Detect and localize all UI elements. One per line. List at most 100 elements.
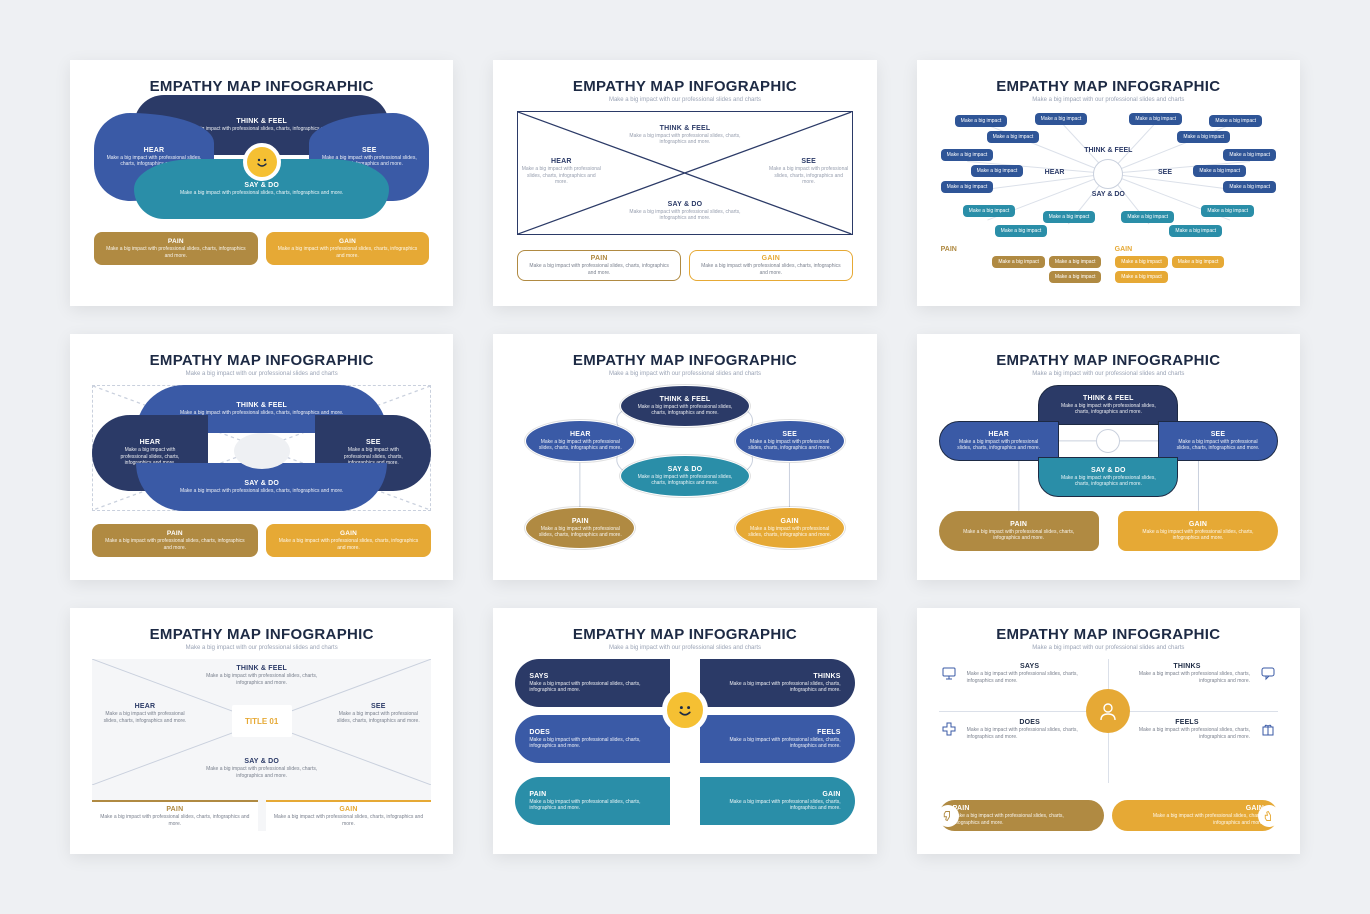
pill: Make a big impact: [1172, 256, 1225, 268]
hear-label: HEAR: [570, 431, 591, 438]
gain-pills: Make a big impactMake a big impact Make …: [1115, 256, 1274, 283]
tf-label: THINK & FEEL: [660, 125, 711, 132]
pain-label: PAIN: [1010, 521, 1027, 528]
pain-desc: Make a big impact with professional slid…: [955, 529, 1083, 542]
pill: Make a big impact: [987, 131, 1040, 143]
slide-2: EMPATHY MAP INFOGRAPHIC Make a big impac…: [493, 60, 876, 306]
sd-label: SAY & DO: [194, 758, 330, 765]
pill: Make a big impact: [1049, 256, 1102, 268]
gain-desc: Make a big impact with professional slid…: [1134, 529, 1262, 542]
see-cell: SEE Make a big impact with professional …: [769, 147, 849, 197]
gain-box: GAIN Make a big impact with professional…: [689, 250, 853, 281]
hear-oval: HEAR Make a big impact with professional…: [525, 420, 635, 462]
thinks-desc: Make a big impact with professional slid…: [1124, 671, 1250, 684]
slide-sub: Make a big impact with our professional …: [933, 97, 1284, 103]
hear-cell: HEAR Make a big impact with professional…: [100, 703, 190, 724]
gain-label: GAIN: [1142, 805, 1264, 812]
thinks-label: THINKS: [1124, 663, 1250, 670]
sd-oval: SAY & DO Make a big impact with professi…: [620, 455, 750, 497]
pain-block: PAIN Make a big impact with professional…: [939, 800, 1105, 831]
pill: Make a big impact: [1129, 113, 1182, 125]
center-circle: [1093, 159, 1123, 189]
sd-block: SAY & DO Make a big impact with professi…: [1038, 457, 1178, 497]
tf-cell: THINK & FEEL Make a big impact with prof…: [618, 115, 752, 155]
pain-label: PAIN: [100, 806, 250, 813]
gain-block: GAIN Make a big impact with professional…: [1118, 511, 1278, 551]
pain-desc: Make a big impact with professional slid…: [104, 246, 248, 259]
does-desc: Make a big impact with professional slid…: [967, 727, 1093, 740]
gain-desc: Make a big impact with professional slid…: [274, 814, 424, 827]
sd-label: SAY & DO: [174, 182, 349, 189]
see-label: SEE: [801, 158, 816, 165]
pill: Make a big impact: [1035, 113, 1088, 125]
gain-desc: Make a big impact with professional slid…: [1142, 813, 1264, 826]
slide4-body: THINK & FEEL Make a big impact with prof…: [92, 385, 431, 557]
tf-cell: THINK & FEEL Make a big impact with prof…: [194, 665, 330, 686]
slide-sub: Make a big impact with our professional …: [86, 645, 437, 651]
slide-6: EMPATHY MAP INFOGRAPHIC Make a big impac…: [917, 334, 1300, 580]
slide-sub: Make a big impact with our professional …: [509, 645, 860, 651]
pain-oval: PAIN Make a big impact with professional…: [525, 507, 635, 549]
hear-label: HEAR: [100, 703, 190, 710]
says-desc: Make a big impact with professional slid…: [529, 681, 656, 694]
pill: Make a big impact: [1193, 165, 1246, 177]
feels-label: FEELS: [714, 729, 841, 736]
feels-label: FEELS: [1124, 719, 1250, 726]
slide-sub: Make a big impact with our professional …: [86, 371, 437, 377]
gain-label: GAIN: [714, 791, 841, 798]
slide5-body: THINK & FEEL Make a big impact with prof…: [515, 385, 854, 557]
hear-desc: Make a big impact with professional slid…: [100, 711, 190, 724]
pain-label: PAIN: [953, 805, 1075, 812]
gain-block: GAIN Make a big impact with professional…: [266, 524, 432, 557]
pill: Make a big impact: [955, 115, 1008, 127]
tf-label: THINK & FEEL: [1083, 395, 1134, 402]
hear-desc: Make a big impact with professional slid…: [536, 439, 624, 452]
slide-1: EMPATHY MAP INFOGRAPHIC THINK & FEEL Mak…: [70, 60, 453, 306]
pain-box: PAIN Make a big impact with professional…: [92, 800, 258, 831]
pain-block: PAIN Make a big impact with professional…: [94, 232, 258, 265]
does-cell: DOES Make a big impact with professional…: [943, 719, 1093, 740]
hear-desc: Make a big impact with professional slid…: [956, 439, 1042, 452]
slide-title: EMPATHY MAP INFOGRAPHIC: [86, 626, 437, 643]
see-oval: SEE Make a big impact with professional …: [735, 420, 845, 462]
sd-label: SAY & DO: [668, 201, 703, 208]
gain-desc: Make a big impact with professional slid…: [276, 538, 422, 551]
does-label: DOES: [967, 719, 1093, 726]
gain-desc: Make a big impact with professional slid…: [714, 799, 841, 812]
tf-desc: Make a big impact with professional slid…: [618, 133, 752, 146]
pain-desc: Make a big impact with professional slid…: [102, 538, 248, 551]
see-label: SEE: [333, 703, 423, 710]
pill: Make a big impact: [1115, 271, 1168, 283]
gain-desc: Make a big impact with professional slid…: [746, 526, 834, 539]
see-block: SEE Make a big impact with professional …: [1158, 421, 1278, 461]
hear-desc: Make a big impact with professional slid…: [521, 166, 601, 186]
thumbs-up-icon: [1258, 805, 1280, 827]
hear-cell: HEAR Make a big impact with professional…: [521, 147, 601, 197]
pill: Make a big impact: [941, 181, 994, 193]
feels-desc: Make a big impact with professional slid…: [1124, 727, 1250, 740]
sd-desc: Make a big impact with professional slid…: [618, 209, 752, 222]
sd-label: SAY & DO: [668, 466, 703, 473]
pain-desc: Make a big impact with professional slid…: [100, 814, 250, 827]
chat-icon: [1260, 665, 1276, 681]
pain-desc: Make a big impact with professional slid…: [536, 526, 624, 539]
slide-5: EMPATHY MAP INFOGRAPHIC Make a big impac…: [493, 334, 876, 580]
gain-block: GAIN Make a big impact with professional…: [1112, 800, 1278, 831]
pain-box: PAIN Make a big impact with professional…: [517, 250, 681, 281]
slide2-body: THINK & FEEL Make a big impact with prof…: [517, 111, 852, 281]
pill: Make a big impact: [1177, 131, 1230, 143]
pill: Make a big impact: [992, 256, 1045, 268]
pain-block: PAIN Make a big impact with professional…: [92, 524, 258, 557]
slide-title: EMPATHY MAP INFOGRAPHIC: [933, 78, 1284, 95]
thinks-desc: Make a big impact with professional slid…: [714, 681, 841, 694]
pain-label: PAIN: [104, 238, 248, 245]
slide-title: EMPATHY MAP INFOGRAPHIC: [509, 352, 860, 369]
see-label: SEE: [782, 431, 797, 438]
tf-label: THINK & FEEL: [194, 665, 330, 672]
pain-label: PAIN: [941, 246, 957, 253]
sd-desc: Make a big impact with professional slid…: [631, 474, 739, 487]
gain-desc: Make a big impact with professional slid…: [700, 263, 842, 276]
presentation-icon: [941, 665, 957, 681]
center-oval: [234, 433, 290, 469]
pill: Make a big impact: [1209, 115, 1262, 127]
